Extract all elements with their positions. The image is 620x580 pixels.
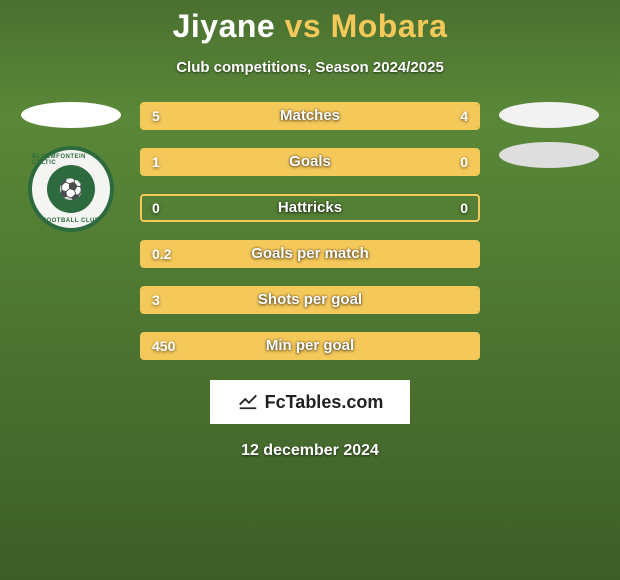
nation-ellipse-left (21, 102, 121, 128)
stat-bar: 0Hattricks0 (140, 194, 480, 222)
footer-date: 12 december 2024 (241, 442, 379, 460)
stat-bar: 450Min per goal (140, 332, 480, 360)
vs-text: vs (285, 8, 322, 44)
page-title: Jiyane vs Mobara (173, 8, 448, 45)
club-ellipse-right (499, 142, 599, 168)
stat-label: Shots per goal (142, 288, 478, 312)
stat-value-right: 4 (460, 104, 468, 128)
watermark: FcTables.com (210, 380, 410, 424)
badge-inner-icon: ⚽ (47, 165, 95, 213)
stat-label: Matches (142, 104, 478, 128)
watermark-text: FcTables.com (265, 392, 384, 413)
left-column: BLOEMFONTEIN CELTIC ⚽ FOOTBALL CLUB (16, 102, 126, 232)
content-wrapper: Jiyane vs Mobara Club competitions, Seas… (0, 0, 620, 460)
stat-label: Goals (142, 150, 478, 174)
nation-ellipse-right (499, 102, 599, 128)
main-row: BLOEMFONTEIN CELTIC ⚽ FOOTBALL CLUB 5Mat… (0, 102, 620, 360)
stat-label: Hattricks (142, 196, 478, 220)
stats-bars: 5Matches41Goals00Hattricks00.2Goals per … (140, 102, 480, 360)
stat-bar: 1Goals0 (140, 148, 480, 176)
stat-label: Min per goal (142, 334, 478, 358)
right-column (494, 102, 604, 168)
badge-text-top: BLOEMFONTEIN CELTIC (32, 154, 110, 166)
club-badge-left: BLOEMFONTEIN CELTIC ⚽ FOOTBALL CLUB (28, 146, 114, 232)
player2-name: Mobara (331, 8, 448, 44)
stat-label: Goals per match (142, 242, 478, 266)
stat-value-right: 0 (460, 150, 468, 174)
chart-icon (237, 389, 259, 416)
subtitle: Club competitions, Season 2024/2025 (176, 59, 444, 76)
stat-bar: 0.2Goals per match (140, 240, 480, 268)
stat-bar: 5Matches4 (140, 102, 480, 130)
player1-name: Jiyane (173, 8, 276, 44)
stat-bar: 3Shots per goal (140, 286, 480, 314)
stat-value-right: 0 (460, 196, 468, 220)
badge-text-bottom: FOOTBALL CLUB (42, 218, 99, 224)
